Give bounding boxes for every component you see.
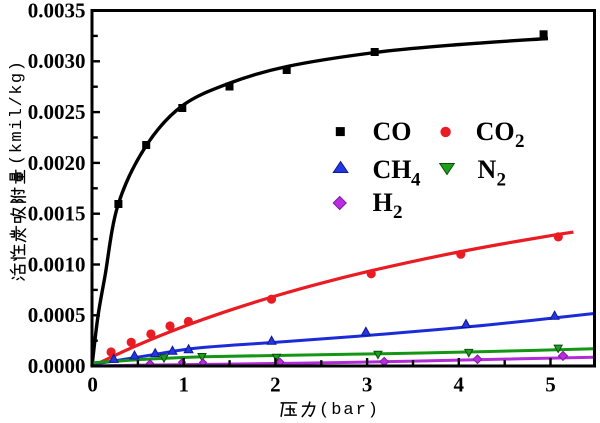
svg-text:1: 1 [178, 373, 189, 397]
svg-text:4: 4 [454, 373, 465, 397]
svg-text:0.0005: 0.0005 [28, 303, 86, 327]
svg-text:CO: CO [373, 117, 412, 146]
svg-text:0: 0 [87, 373, 98, 397]
svg-text:0.0025: 0.0025 [28, 100, 86, 124]
svg-text:2: 2 [515, 131, 525, 152]
svg-text:2: 2 [497, 170, 507, 191]
svg-text:0.0010: 0.0010 [28, 252, 86, 276]
svg-text:0.0015: 0.0015 [28, 202, 86, 226]
svg-text:CO: CO [476, 117, 515, 146]
svg-text:5: 5 [545, 373, 556, 397]
svg-text:N: N [478, 155, 497, 184]
svg-text:4: 4 [411, 170, 421, 191]
svg-text:0.0030: 0.0030 [28, 49, 86, 73]
svg-text:0.0020: 0.0020 [28, 151, 86, 175]
svg-text:0.0035: 0.0035 [28, 0, 86, 22]
svg-text:2: 2 [270, 373, 281, 397]
svg-text:CH: CH [373, 155, 412, 184]
svg-text:3: 3 [362, 373, 373, 397]
svg-text:(kmil/kg): (kmil/kg) [8, 60, 27, 165]
svg-text:0.0000: 0.0000 [28, 354, 86, 378]
svg-text:(bar): (bar) [319, 401, 380, 420]
svg-text:2: 2 [393, 202, 403, 223]
svg-text:H: H [373, 188, 393, 217]
